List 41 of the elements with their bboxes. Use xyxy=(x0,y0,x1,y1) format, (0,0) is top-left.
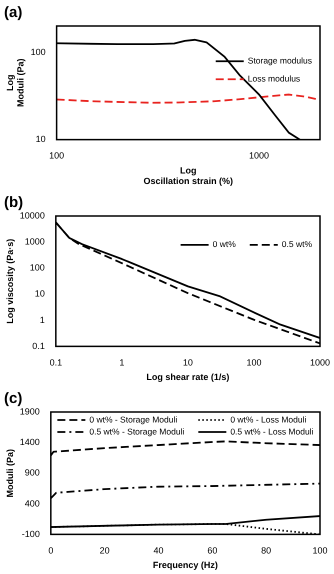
legend-label: Storage modulus xyxy=(248,56,312,66)
x-tick-label: 40 xyxy=(153,545,164,556)
legend-label: 0.5 wt% - Storage Moduli xyxy=(89,426,184,436)
legend-label: 0 wt% - Storage Moduli xyxy=(89,414,178,424)
y-tick-label: 1000 xyxy=(24,236,45,247)
x-axis-title: Log shear rate (1/s) xyxy=(146,372,230,382)
y-tick-label: 10 xyxy=(36,134,46,144)
y-tick-label: 100 xyxy=(30,262,45,273)
y-tick-label: 10 xyxy=(34,288,45,299)
x-axis-title: Log Oscillation strain (%) xyxy=(144,165,234,186)
y-tick-label: 400 xyxy=(24,498,40,508)
y-axis-title: Log Moduli (Pa) xyxy=(4,58,26,108)
legend-label: 0 wt% - Loss Moduli xyxy=(230,414,306,424)
x-tick-label: 10 xyxy=(182,357,193,368)
x-tick-label: 80 xyxy=(261,545,272,556)
y-axis-title: Moduli (Pa) xyxy=(4,448,15,498)
chart-title: (c) xyxy=(4,390,22,408)
y-tick-label: 1 xyxy=(40,314,45,325)
legend-label: 0 wt% xyxy=(212,239,236,250)
x-tick-label: 0 xyxy=(48,545,54,556)
x-axis-title: Frequency (Hz) xyxy=(152,560,218,570)
x-tick-label: 100 xyxy=(246,357,262,368)
x-tick-label: 0.1 xyxy=(50,357,62,368)
y-tick-label: 1900 xyxy=(20,406,40,416)
y-tick-label: -100 xyxy=(22,528,40,539)
x-tick-label: 100 xyxy=(312,545,328,556)
x-tick-label: 20 xyxy=(100,545,110,556)
legend-label: Loss modulus xyxy=(248,74,300,84)
x-tick-label: 1000 xyxy=(310,357,330,368)
y-tick-label: 100 xyxy=(30,46,46,57)
chart-title: (a) xyxy=(4,4,22,22)
legend-label: 0.5 wt% - Loss Moduli xyxy=(230,426,314,436)
y-tick-label: 0.1 xyxy=(32,340,45,351)
legend-label: 0.5 wt% xyxy=(282,239,312,250)
y-axis-title: Log viscosity (Pa·s) xyxy=(4,238,15,324)
y-tick-label: 1400 xyxy=(20,437,40,448)
x-tick-label: 60 xyxy=(207,545,218,556)
y-tick-label: 900 xyxy=(24,468,40,478)
chart-title: (b) xyxy=(4,194,24,212)
y-tick-label: 10000 xyxy=(20,210,45,220)
x-tick-label: 1 xyxy=(119,357,124,368)
